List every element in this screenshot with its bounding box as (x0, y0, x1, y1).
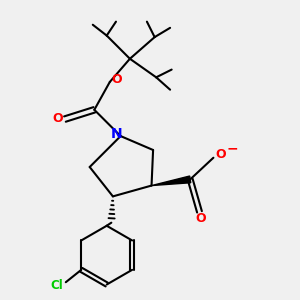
Text: −: − (226, 142, 238, 155)
Text: O: O (196, 212, 206, 225)
Text: N: N (111, 127, 123, 141)
Text: O: O (215, 148, 226, 161)
Text: Cl: Cl (51, 279, 64, 292)
Polygon shape (152, 176, 191, 186)
Text: O: O (53, 112, 64, 125)
Text: O: O (111, 73, 122, 86)
